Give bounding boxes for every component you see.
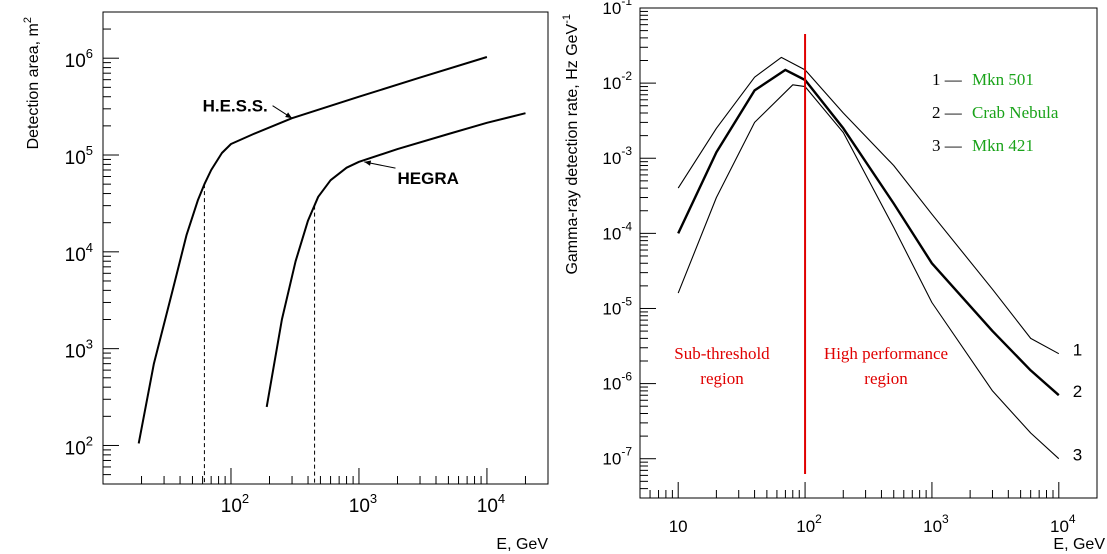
right-y-tick-label: 10-1 xyxy=(602,0,632,18)
left-y-tick-label: 105 xyxy=(65,143,93,169)
left-curve-label: H.E.S.S. xyxy=(203,97,268,116)
legend-entry: Mkn 421 xyxy=(972,136,1034,155)
region-label: High performance xyxy=(824,344,948,363)
left-series-line xyxy=(265,112,526,408)
right-x-tick-label: 10 xyxy=(669,517,688,536)
legend-number: 3 — xyxy=(932,136,963,155)
left-annotation-arrow-head xyxy=(285,112,293,119)
right-y-tick-label: 10-4 xyxy=(602,219,632,243)
right-y-tick-label: 10-2 xyxy=(602,69,632,93)
right-plot: 10 102 103 104 10-1 10-2 10-3 10-4 10-5 10-6 10-7 E… xyxy=(561,0,1105,553)
legend-entry: Mkn 501 xyxy=(972,70,1034,89)
left-y-axis-title: Detection area, m2 xyxy=(22,17,42,149)
right-x-tick-label: 102 xyxy=(796,512,822,536)
legend-number: 1 — xyxy=(932,70,963,89)
left-annotation-arrow-head xyxy=(364,160,372,166)
right-x-tick-label: 104 xyxy=(1050,512,1076,536)
left-y-tick-label: 104 xyxy=(65,240,93,266)
legend-number: 2 — xyxy=(932,103,963,122)
left-plot: 102 103 104 102 103 104 105 106 E, GeV Detection … xyxy=(22,11,549,553)
left-x-axis-title: E, GeV xyxy=(496,536,548,553)
right-x-tick-label: 103 xyxy=(923,512,949,536)
left-x-tick-label: 104 xyxy=(477,491,505,517)
right-series-line xyxy=(677,56,1060,355)
right-y-tick-label: 10-6 xyxy=(602,370,632,394)
right-y-tick-label: 10-7 xyxy=(602,445,632,469)
left-plot-frame xyxy=(102,11,549,485)
left-x-tick-label: 102 xyxy=(221,491,249,517)
right-curve-end-label: 1 xyxy=(1073,341,1082,360)
left-y-tick-label: 106 xyxy=(65,46,93,72)
left-series-line xyxy=(137,56,488,444)
left-y-tick-label: 103 xyxy=(65,337,93,363)
right-plot-frame xyxy=(639,7,1098,499)
right-y-axis-title: Gamma-ray detection rate, Hz GeV-1 xyxy=(561,14,581,275)
region-label: region xyxy=(700,369,744,388)
right-series-line xyxy=(677,68,1060,397)
region-label: Sub-threshold xyxy=(674,344,770,363)
right-y-tick-label: 10-5 xyxy=(602,294,632,318)
right-curve-end-label: 3 xyxy=(1073,446,1082,465)
left-x-tick-label: 103 xyxy=(349,491,377,517)
legend: 1 — Mkn 501 2 — Crab Nebula 3 — Mkn 421 xyxy=(932,70,1059,155)
region-label: region xyxy=(864,369,908,388)
legend-entry: Crab Nebula xyxy=(972,103,1059,122)
right-curve-end-label: 2 xyxy=(1073,382,1082,401)
right-y-tick-label: 10-3 xyxy=(602,144,632,168)
right-x-axis-title: E, GeV xyxy=(1053,536,1105,553)
left-y-tick-label: 102 xyxy=(65,433,93,459)
right-series-line xyxy=(677,84,1060,460)
left-curve-label: HEGRA xyxy=(397,169,458,188)
